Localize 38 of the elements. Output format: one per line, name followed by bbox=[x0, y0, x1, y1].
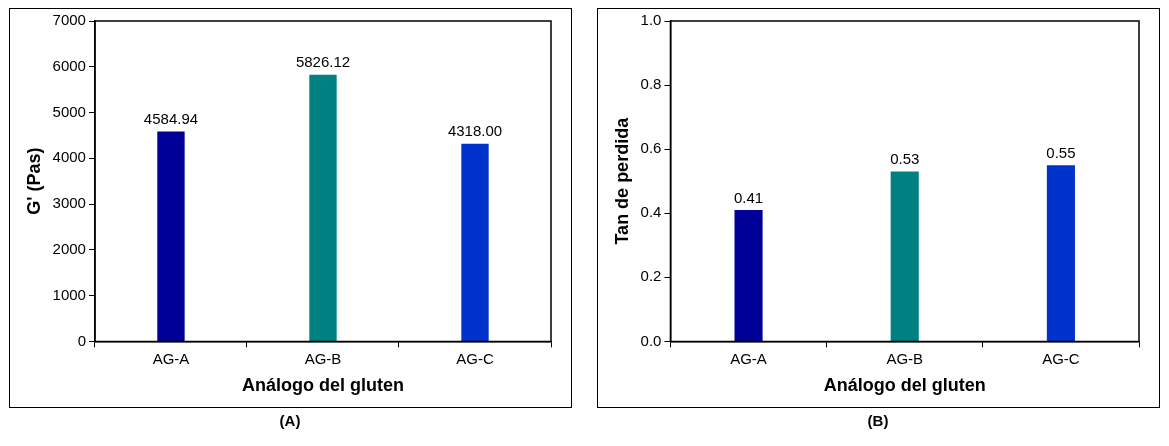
x-tick-label: AG-B bbox=[304, 349, 341, 367]
y-axis-title: G' (Pas) bbox=[23, 147, 44, 215]
x-tick-label: AG-B bbox=[885, 349, 923, 367]
data-label: 0.55 bbox=[1045, 143, 1076, 161]
y-tick-label: 4000 bbox=[52, 148, 86, 166]
x-tick-label: AG-A bbox=[152, 349, 189, 367]
bar bbox=[460, 143, 489, 341]
text: (B) bbox=[867, 412, 889, 429]
y-axis-title: Tan de perdida bbox=[611, 116, 632, 245]
y-tick-label: 3000 bbox=[52, 194, 86, 212]
y-tick-label: 6000 bbox=[52, 56, 86, 74]
y-tick-label: 1000 bbox=[52, 285, 86, 303]
y-tick-label: 0.4 bbox=[640, 203, 661, 221]
bar bbox=[308, 74, 337, 341]
y-tick-label: 1.0 bbox=[640, 11, 661, 29]
y-tick-label: 0.0 bbox=[640, 331, 661, 349]
y-tick-label: 0.8 bbox=[640, 75, 661, 93]
data-label: 4318.00 bbox=[447, 122, 502, 140]
bar bbox=[156, 131, 185, 341]
bar bbox=[733, 210, 763, 341]
data-label: 0.53 bbox=[889, 150, 919, 168]
x-tick-label: AG-C bbox=[455, 349, 494, 367]
y-tick-label: 0 bbox=[77, 331, 86, 349]
data-label: 4584.94 bbox=[143, 110, 198, 128]
y-tick-label: 2000 bbox=[52, 240, 86, 257]
y-tick-label: 7000 bbox=[52, 11, 86, 29]
y-tick-label: 0.6 bbox=[640, 139, 661, 157]
y-tick-label: 5000 bbox=[52, 102, 86, 120]
x-tick-label: AG-A bbox=[729, 349, 767, 367]
y-tick-label: 0.2 bbox=[640, 267, 661, 285]
data-label: 5826.12 bbox=[295, 53, 350, 71]
bar bbox=[890, 171, 919, 341]
x-axis-title: Análogo del gluten bbox=[823, 375, 986, 396]
data-label: 0.41 bbox=[733, 188, 763, 206]
x-axis-title: Análogo del gluten bbox=[241, 375, 404, 396]
bar bbox=[1046, 165, 1075, 341]
text: (A) bbox=[279, 412, 301, 429]
x-tick-label: AG-C bbox=[1041, 349, 1080, 367]
